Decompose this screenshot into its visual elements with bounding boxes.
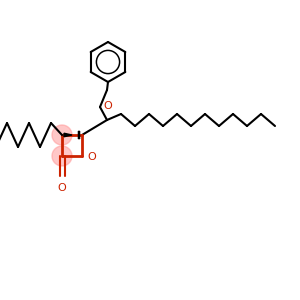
Circle shape [52, 146, 72, 166]
Polygon shape [64, 133, 72, 137]
Text: O: O [103, 101, 112, 111]
Circle shape [78, 131, 80, 133]
Circle shape [78, 137, 80, 139]
Text: O: O [58, 183, 66, 193]
Circle shape [78, 133, 80, 135]
Circle shape [78, 135, 80, 137]
Text: O: O [87, 152, 96, 162]
Circle shape [52, 125, 72, 145]
